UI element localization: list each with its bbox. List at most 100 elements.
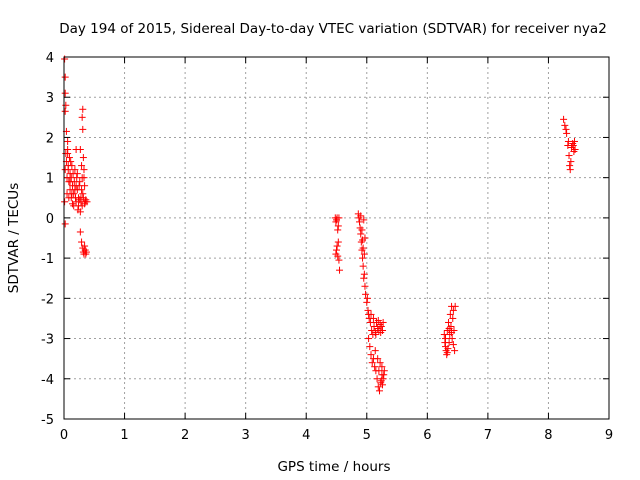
data-point [364, 306, 372, 314]
data-point [375, 367, 383, 375]
data-point [71, 186, 79, 194]
data-point [76, 228, 84, 236]
data-point [379, 381, 387, 389]
data-point [64, 137, 72, 145]
data-point [73, 170, 81, 178]
x-tick-label: 7 [484, 428, 492, 443]
x-tick-label: 4 [302, 428, 310, 443]
data-point [335, 214, 343, 222]
data-point [374, 383, 382, 391]
data-point [569, 141, 577, 149]
y-tick-label: 2 [46, 131, 54, 146]
data-point [565, 152, 573, 160]
data-point [561, 121, 569, 129]
y-tick-label: -1 [41, 252, 54, 267]
data-point [448, 335, 456, 343]
data-point [373, 375, 381, 383]
data-point [367, 351, 375, 359]
y-tick-label: -5 [41, 413, 54, 428]
data-point [367, 310, 375, 318]
data-point [365, 335, 373, 343]
data-point [79, 125, 87, 133]
data-point [80, 174, 88, 182]
data-point [64, 162, 72, 170]
data-point [570, 137, 578, 145]
plot-frame [63, 56, 610, 420]
data-point [369, 314, 377, 322]
data-point [334, 226, 342, 234]
data-point [360, 216, 368, 224]
data-point [363, 294, 371, 302]
data-point [78, 238, 86, 246]
data-point [360, 250, 368, 258]
data-point [79, 105, 87, 113]
data-point [359, 254, 367, 262]
data-point [444, 345, 452, 353]
data-point [566, 166, 574, 174]
y-tick-label: 4 [46, 51, 54, 66]
data-point [374, 316, 382, 324]
data-point [332, 250, 340, 258]
x-tick-label: 6 [423, 428, 431, 443]
data-point [449, 341, 457, 349]
data-point [360, 270, 368, 278]
data-point [371, 363, 379, 371]
data-point [79, 154, 87, 162]
data-point [361, 234, 369, 242]
data-point [371, 347, 379, 355]
data-point [359, 244, 367, 252]
x-tick-label: 2 [181, 428, 189, 443]
x-tick-label: 0 [60, 428, 68, 443]
data-point [356, 218, 364, 226]
data-point [61, 107, 69, 115]
data-point [442, 335, 449, 343]
data-point [446, 310, 454, 318]
data-point [61, 198, 69, 206]
data-point [375, 387, 383, 395]
data-point [368, 359, 376, 367]
data-point [81, 182, 89, 190]
data-point [76, 178, 84, 186]
data-point [66, 178, 74, 186]
data-point [379, 318, 387, 326]
y-tick-label: 1 [46, 172, 54, 187]
data-point [362, 290, 370, 298]
y-tick-label: -2 [41, 292, 54, 307]
data-point [78, 162, 86, 170]
data-point [560, 115, 568, 123]
data-point [376, 359, 384, 367]
y-tick-label: 3 [46, 91, 54, 106]
data-point [374, 355, 382, 363]
data-point [357, 212, 365, 220]
data-point [377, 322, 385, 330]
data-point [377, 329, 385, 337]
data-point [61, 220, 69, 228]
data-point [76, 208, 84, 216]
data-point [61, 89, 69, 97]
data-point [368, 327, 376, 335]
y-tick-label: 0 [46, 212, 54, 227]
data-point [451, 347, 459, 355]
data-point [333, 242, 341, 250]
data-point [80, 166, 88, 174]
data-point [361, 282, 369, 290]
data-point [363, 298, 371, 306]
data-point [359, 262, 367, 270]
x-tick-label: 8 [544, 428, 552, 443]
data-point [72, 146, 80, 154]
data-point [78, 113, 86, 121]
x-axis-label: GPS time / hours [277, 459, 390, 475]
data-point [358, 226, 366, 234]
data-point [445, 339, 453, 347]
data-point [334, 238, 342, 246]
data-point [449, 306, 457, 314]
data-point [567, 158, 575, 166]
data-point [336, 266, 344, 274]
data-point [335, 256, 343, 264]
data-point [366, 343, 374, 351]
data-point [448, 329, 456, 337]
data-point [451, 302, 459, 310]
data-point [333, 246, 340, 254]
data-point [64, 146, 72, 154]
data-point [380, 371, 388, 379]
